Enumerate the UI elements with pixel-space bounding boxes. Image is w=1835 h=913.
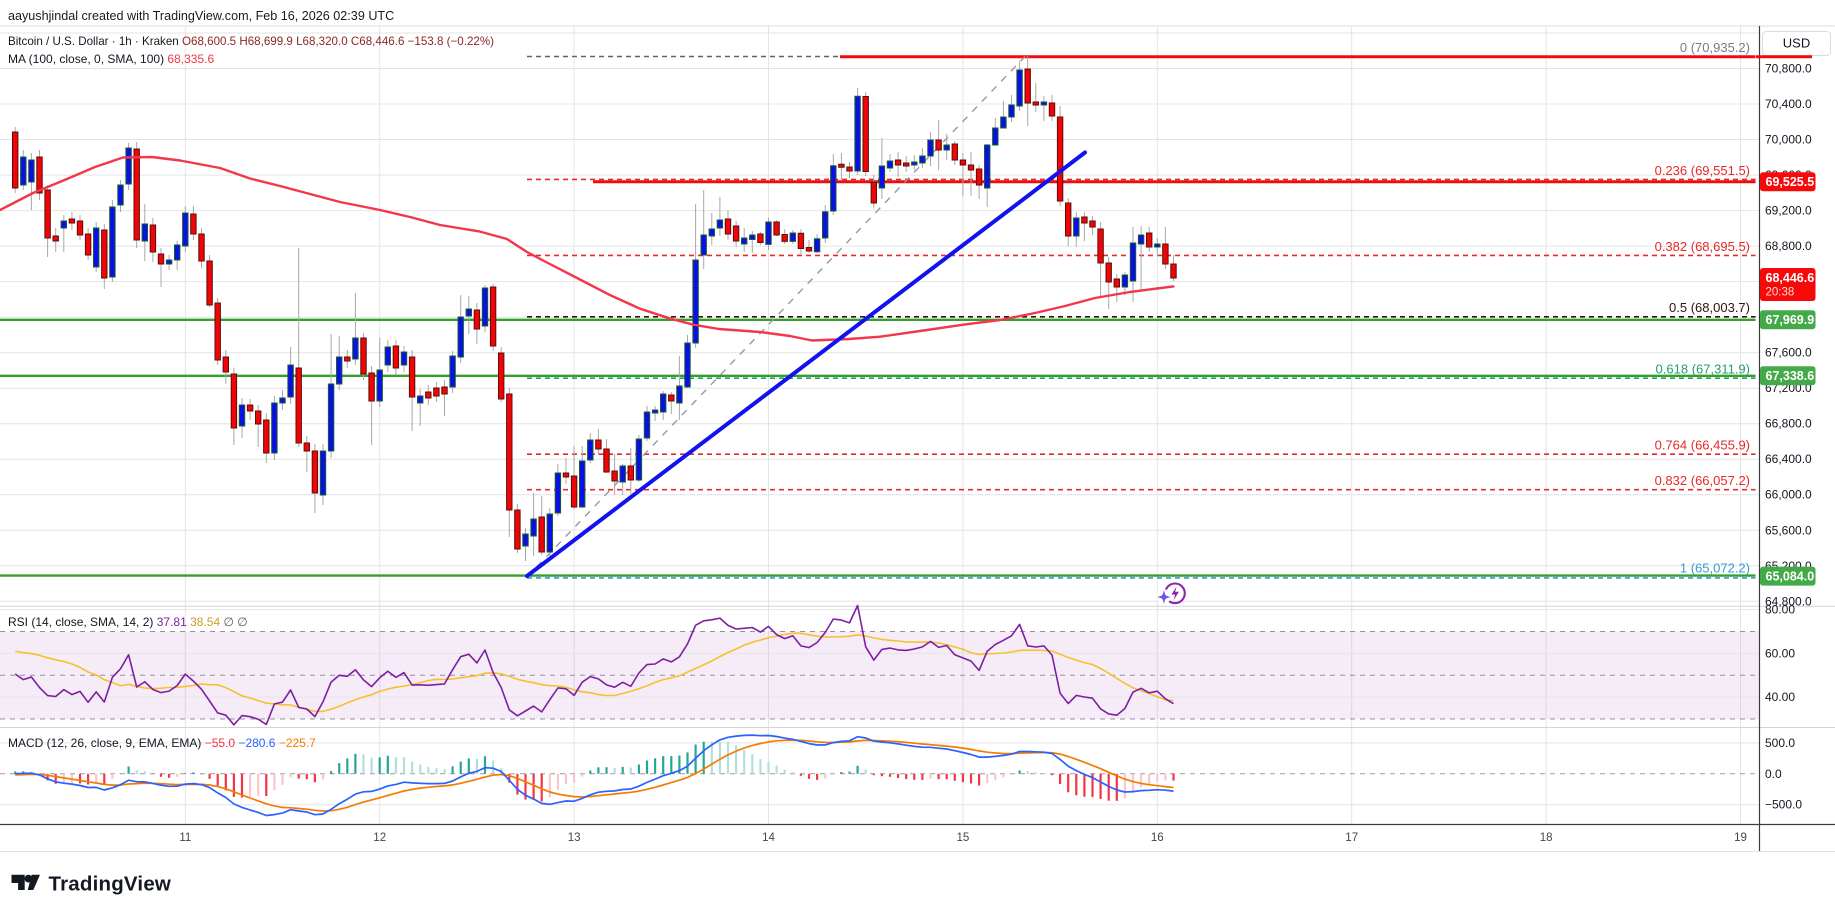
svg-text:0.618 (67,311.9): 0.618 (67,311.9) (1656, 362, 1750, 377)
svg-text:66,000.0: 66,000.0 (1765, 488, 1812, 502)
svg-text:0.764 (66,455.9): 0.764 (66,455.9) (1655, 438, 1750, 453)
svg-text:0.236 (69,551.5): 0.236 (69,551.5) (1655, 163, 1750, 178)
svg-text:13: 13 (568, 832, 581, 844)
svg-text:500.0: 500.0 (1765, 736, 1795, 750)
svg-text:−500.0: −500.0 (1765, 798, 1802, 812)
svg-text:0.5 (68,003.7): 0.5 (68,003.7) (1669, 300, 1750, 315)
svg-text:67,600.0: 67,600.0 (1765, 346, 1812, 360)
svg-text:68,800.0: 68,800.0 (1765, 239, 1812, 253)
svg-text:19: 19 (1734, 832, 1747, 844)
svg-text:18: 18 (1540, 832, 1553, 844)
svg-text:11: 11 (179, 832, 191, 844)
svg-text:70,800.0: 70,800.0 (1765, 62, 1812, 76)
svg-text:0.382 (68,695.5): 0.382 (68,695.5) (1655, 239, 1750, 254)
svg-text:69,525.5: 69,525.5 (1766, 175, 1815, 189)
svg-text:0.0: 0.0 (1765, 767, 1782, 781)
svg-text:15: 15 (957, 832, 970, 844)
svg-text:40.00: 40.00 (1765, 690, 1795, 704)
svg-text:TradingView: TradingView (49, 873, 172, 896)
svg-text:65,600.0: 65,600.0 (1765, 523, 1812, 537)
svg-text:17: 17 (1345, 832, 1358, 844)
svg-text:RSI (14, close, SMA, 14, 2) 37: RSI (14, close, SMA, 14, 2) 37.81 38.54 … (8, 615, 248, 629)
svg-text:67,338.6: 67,338.6 (1766, 369, 1815, 383)
svg-text:20:38: 20:38 (1766, 287, 1795, 299)
svg-text:60.00: 60.00 (1765, 646, 1795, 660)
svg-text:14: 14 (762, 832, 775, 844)
svg-text:69,200.0: 69,200.0 (1765, 204, 1812, 218)
svg-text:0.832 (66,057.2): 0.832 (66,057.2) (1655, 473, 1750, 488)
svg-text:12: 12 (373, 832, 386, 844)
svg-text:0 (70,935.2): 0 (70,935.2) (1680, 40, 1750, 55)
svg-text:70,000.0: 70,000.0 (1765, 133, 1812, 147)
svg-text:66,800.0: 66,800.0 (1765, 417, 1812, 431)
svg-text:1 (65,072.2): 1 (65,072.2) (1680, 561, 1750, 576)
svg-text:66,400.0: 66,400.0 (1765, 452, 1812, 466)
svg-text:USD: USD (1783, 36, 1810, 51)
svg-text:aayushjindal created with Trad: aayushjindal created with TradingView.co… (8, 9, 394, 23)
svg-text:70,400.0: 70,400.0 (1765, 97, 1812, 111)
svg-text:MACD (12, 26, close, 9, EMA, E: MACD (12, 26, close, 9, EMA, EMA) −55.0 … (8, 736, 316, 750)
svg-text:67,969.9: 67,969.9 (1766, 313, 1815, 327)
svg-text:16: 16 (1151, 832, 1164, 844)
svg-text:Bitcoin / U.S. Dollar · 1h · K: Bitcoin / U.S. Dollar · 1h · Kraken O68,… (8, 35, 494, 48)
svg-text:64,800.0: 64,800.0 (1765, 594, 1812, 608)
svg-text:MA (100, close, 0, SMA, 100) 6: MA (100, close, 0, SMA, 100) 68,335.6 (8, 52, 214, 66)
svg-text:68,446.6: 68,446.6 (1766, 271, 1815, 285)
svg-text:80.00: 80.00 (1765, 603, 1795, 617)
svg-text:65,084.0: 65,084.0 (1766, 569, 1815, 583)
